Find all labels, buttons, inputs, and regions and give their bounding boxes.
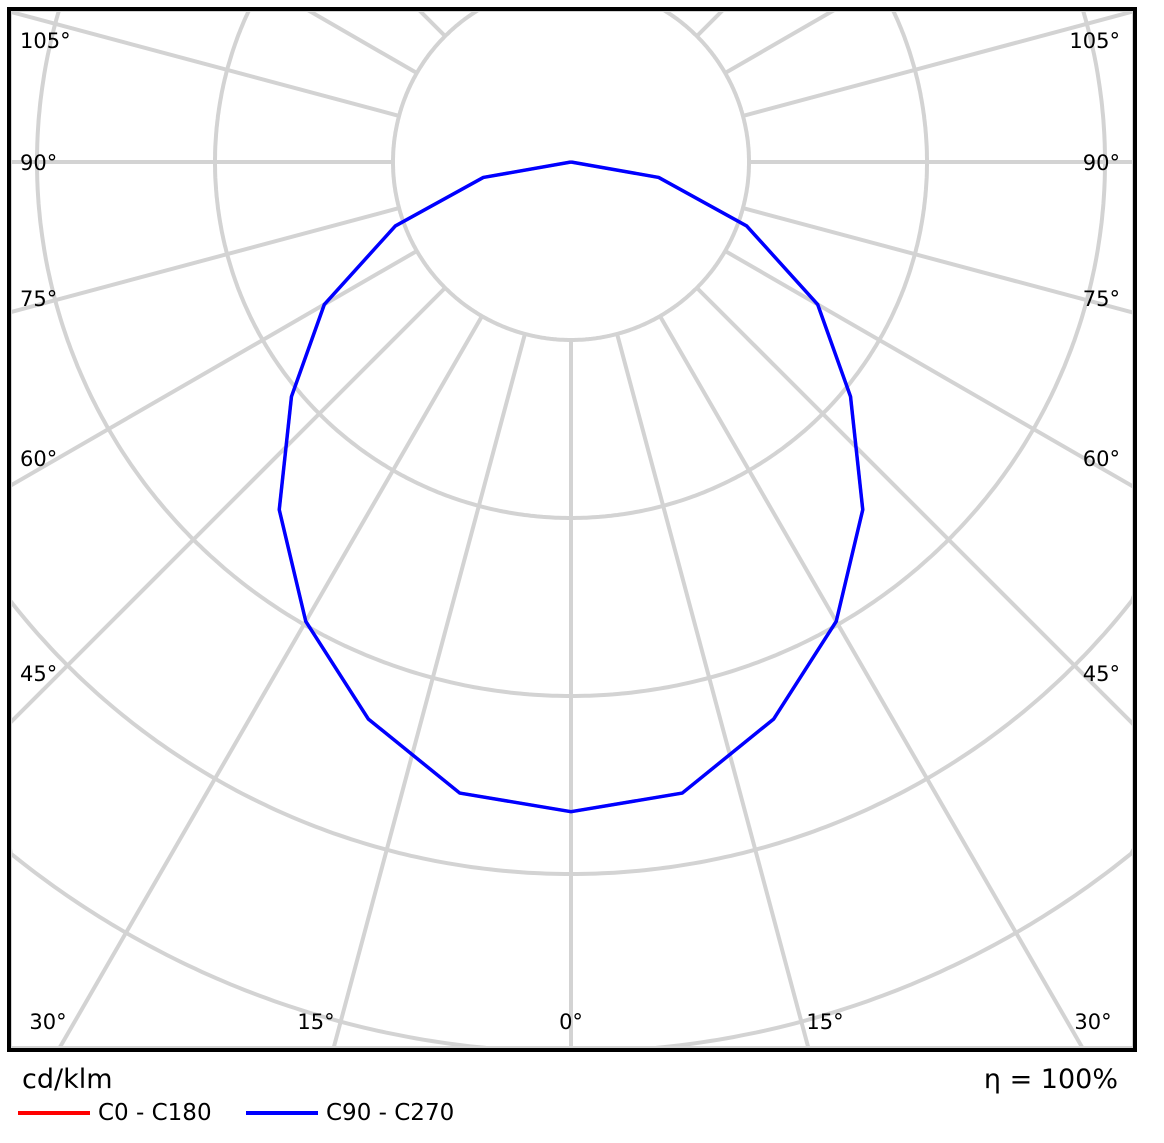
grid-spoke: [695, 10, 725, 38]
chart-frame: [7, 7, 1137, 1052]
grid-spoke: [724, 10, 836, 75]
grid-circle: [391, 10, 751, 342]
angle-label-bottom: 30°: [29, 1010, 66, 1034]
legend-item-c0: C0 - C180: [18, 1100, 212, 1126]
grid-spoke: [306, 10, 418, 75]
curves: [277, 160, 865, 814]
angle-label-right: 45°: [1083, 662, 1120, 686]
grid-spoke: [658, 315, 1085, 1048]
grid-spoke: [10, 206, 400, 315]
angle-label-right: 90°: [1083, 151, 1120, 175]
grid-spoke: [615, 333, 811, 1048]
angle-label-left: 75°: [20, 287, 57, 311]
polar-grid: [10, 10, 1134, 1048]
angle-label-left: 45°: [20, 662, 57, 686]
grid-spoke: [57, 315, 484, 1048]
angle-label-left: 105°: [20, 29, 71, 53]
grid-spoke: [417, 10, 447, 38]
grid-spoke: [10, 10, 400, 118]
angle-label-bottom: 30°: [1074, 1010, 1111, 1034]
angle-label-right: 105°: [1069, 29, 1120, 53]
angle-label-right: 75°: [1083, 287, 1120, 311]
angle-label-bottom: 0°: [559, 1010, 583, 1034]
angle-label-left: 90°: [20, 151, 57, 175]
legend-item-c90: C90 - C270: [246, 1100, 454, 1126]
legend-swatch-blue: [246, 1111, 318, 1115]
efficiency-label: η = 100%: [983, 1064, 1118, 1095]
unit-label: cd/klm: [22, 1064, 113, 1095]
legend-label: C0 - C180: [98, 1100, 212, 1126]
angle-labels: 105° 90° 75° 60° 45° 105° 90° 75° 60° 45° 30° 15° 0°…: [20, 29, 1120, 1034]
angle-label-bottom: 15°: [806, 1010, 843, 1034]
grid-spoke: [10, 286, 447, 725]
legend-swatch-red: [18, 1111, 90, 1115]
grid-spoke: [10, 249, 418, 488]
legend-label: C90 - C270: [326, 1100, 455, 1126]
grid-circle: [10, 10, 1134, 876]
series-line-c90-c270: [277, 160, 865, 814]
grid-spoke: [742, 206, 1134, 315]
grid-spoke: [724, 249, 1134, 489]
grid-spoke: [695, 286, 1134, 727]
angle-label-left: 60°: [20, 447, 57, 471]
angle-label-bottom: 15°: [297, 1010, 334, 1034]
grid-spoke: [742, 10, 1134, 118]
grid-spoke: [331, 333, 527, 1048]
angle-label-right: 60°: [1083, 447, 1120, 471]
